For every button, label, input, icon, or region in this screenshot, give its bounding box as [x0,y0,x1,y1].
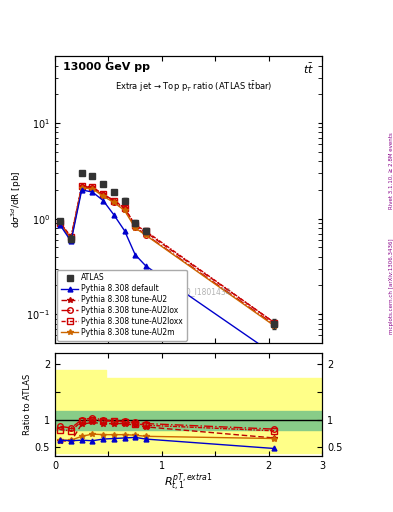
Text: Extra jet → Top p$_T$ ratio (ATLAS t$\bar{t}$bar): Extra jet → Top p$_T$ ratio (ATLAS t$\ba… [115,79,273,94]
Text: Rivet 3.1.10, ≥ 2.8M events: Rivet 3.1.10, ≥ 2.8M events [389,133,393,209]
Text: ATLAS_2020_I1801434: ATLAS_2020_I1801434 [145,287,232,296]
Text: t$\bar{t}$: t$\bar{t}$ [303,62,314,76]
X-axis label: $R_{t,1}^{pT,extra1}$: $R_{t,1}^{pT,extra1}$ [164,472,213,494]
Text: 13000 GeV pp: 13000 GeV pp [63,62,150,72]
Y-axis label: Ratio to ATLAS: Ratio to ATLAS [23,374,32,435]
Legend: ATLAS, Pythia 8.308 default, Pythia 8.308 tune-AU2, Pythia 8.308 tune-AU2lox, Py: ATLAS, Pythia 8.308 default, Pythia 8.30… [57,269,187,341]
Y-axis label: d$\sigma^{3d}$/dR [pb]: d$\sigma^{3d}$/dR [pb] [9,171,24,228]
Text: mcplots.cern.ch [arXiv:1306.3436]: mcplots.cern.ch [arXiv:1306.3436] [389,238,393,333]
